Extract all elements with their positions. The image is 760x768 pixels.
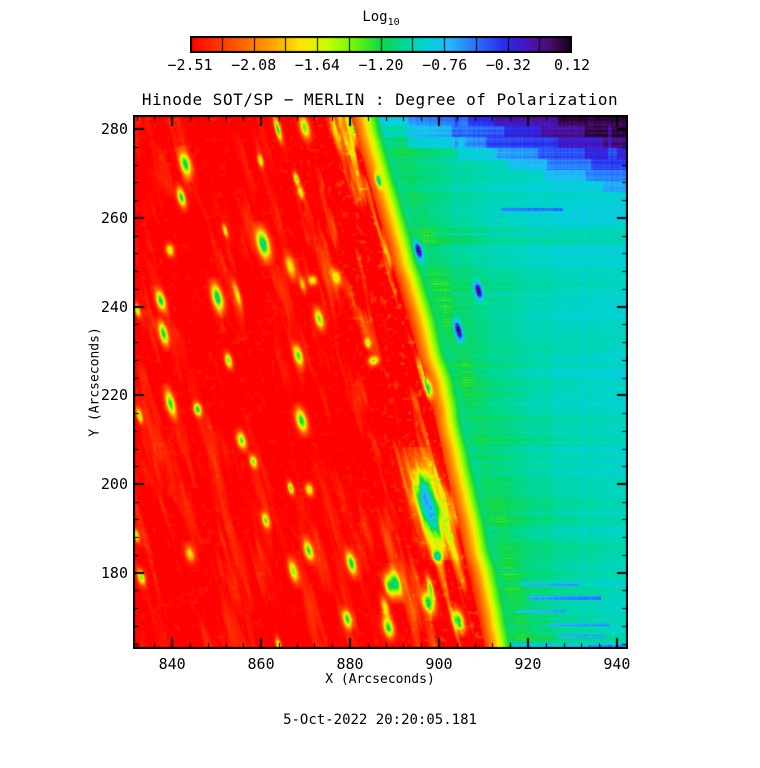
- x-tick-label: 920: [514, 655, 542, 673]
- y-tick-label: 240: [100, 297, 128, 316]
- colorbar-tick-label: 0.12: [553, 56, 591, 74]
- y-tick-label: 180: [100, 563, 128, 582]
- colorbar-tick-label: −2.51: [167, 56, 213, 74]
- colorbar-title: Log10: [190, 9, 572, 28]
- colorbar-title-text: Log: [362, 9, 388, 25]
- colorbar-tick-label: −1.20: [358, 56, 404, 74]
- x-tick-label: 840: [158, 655, 186, 673]
- y-tick-label: 220: [100, 386, 128, 405]
- polarization-heatmap: [133, 115, 628, 649]
- y-tick-label: 280: [100, 120, 128, 139]
- colorbar: [190, 36, 572, 53]
- timestamp: 5-Oct-2022 20:20:05.181: [283, 712, 477, 728]
- x-tick-label: 880: [336, 655, 364, 673]
- colorbar-tick-label: −1.64: [294, 56, 340, 74]
- colorbar-tick-label: −0.32: [485, 56, 531, 74]
- colorbar-title-subscript: 10: [387, 16, 400, 28]
- y-tick-label: 260: [100, 208, 128, 227]
- colorbar-tick-label: −2.08: [231, 56, 277, 74]
- y-axis-label: Y (Arcseconds): [87, 327, 103, 437]
- x-axis-label: X (Arcseconds): [325, 672, 435, 687]
- plot-title: Hinode SOT/SP − MERLIN : Degree of Polar…: [141, 90, 619, 109]
- x-tick-label: 900: [425, 655, 453, 673]
- x-tick-label: 940: [603, 655, 631, 673]
- colorbar-tick-label: −0.76: [422, 56, 468, 74]
- y-tick-label: 200: [100, 475, 128, 493]
- x-tick-label: 860: [247, 655, 275, 673]
